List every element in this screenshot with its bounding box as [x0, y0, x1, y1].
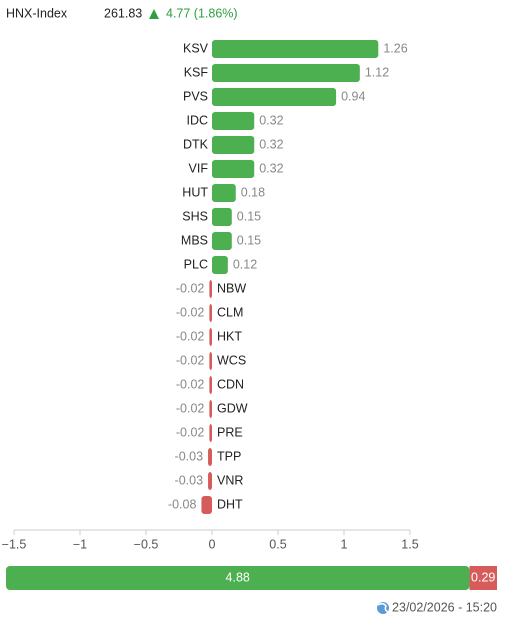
- category-label: GDW: [217, 401, 248, 415]
- category-label: DHT: [217, 497, 243, 511]
- index-name: HNX-Index: [6, 6, 68, 20]
- category-label: CLM: [217, 305, 243, 319]
- value-label: -0.03: [175, 473, 204, 487]
- x-tick-label: −1.5: [2, 537, 27, 551]
- bar: [209, 400, 212, 418]
- category-label: CDN: [217, 377, 244, 391]
- x-tick-label: −0.5: [134, 537, 159, 551]
- bar: [212, 64, 360, 82]
- index-change: 4.77 (1.86%): [166, 6, 238, 20]
- value-label: -0.08: [168, 497, 197, 511]
- value-label: -0.02: [176, 305, 205, 319]
- category-label: WCS: [217, 353, 246, 367]
- category-label: NBW: [217, 281, 246, 295]
- summary-segment: [469, 566, 497, 590]
- category-label: PRE: [217, 425, 243, 439]
- category-label: VNR: [217, 473, 243, 487]
- category-label: SHS: [182, 209, 208, 223]
- category-label: HUT: [182, 185, 208, 199]
- bar: [209, 376, 212, 394]
- timestamp-group: 23/02/2026 - 15:20: [377, 600, 497, 614]
- globe-detail: [377, 602, 389, 613]
- bar: [209, 280, 212, 298]
- bar: [212, 232, 232, 250]
- bar: [201, 496, 212, 514]
- up-arrow: [149, 9, 159, 19]
- value-label: 0.32: [259, 113, 283, 127]
- value-label: 0.32: [259, 137, 283, 151]
- bar: [212, 256, 228, 274]
- value-label: -0.02: [176, 377, 205, 391]
- bar: [209, 424, 212, 442]
- value-label: -0.02: [176, 401, 205, 415]
- x-tick-label: 1: [341, 537, 348, 551]
- category-label: TPP: [217, 449, 241, 463]
- value-label: -0.02: [176, 353, 205, 367]
- value-label: -0.02: [176, 425, 205, 439]
- category-label: KSF: [184, 65, 209, 79]
- value-label: 1.26: [383, 41, 407, 55]
- bar: [212, 184, 236, 202]
- value-label: 1.12: [365, 65, 389, 79]
- bar: [212, 112, 255, 130]
- category-label: PLC: [184, 257, 208, 271]
- bar: [208, 448, 212, 466]
- value-label: 0.18: [241, 185, 265, 199]
- value-label: 0.15: [237, 209, 261, 223]
- bar: [212, 136, 255, 154]
- bar: [212, 208, 232, 226]
- value-label: -0.03: [175, 449, 204, 463]
- value-label: 0.15: [237, 233, 261, 247]
- bar: [208, 472, 212, 490]
- x-tick-label: 0: [209, 537, 216, 551]
- bar: [209, 304, 212, 322]
- category-label: PVS: [183, 89, 208, 103]
- summary-segment: [6, 566, 470, 590]
- summary-label: 4.88: [226, 570, 250, 584]
- value-label: 0.94: [341, 89, 365, 103]
- bar: [209, 328, 212, 346]
- summary-label: 0.29: [471, 570, 495, 584]
- category-label: MBS: [181, 233, 208, 247]
- bar: [212, 160, 255, 178]
- value-label: 0.32: [259, 161, 283, 175]
- x-tick-label: −1: [73, 537, 87, 551]
- value-label: -0.02: [176, 329, 205, 343]
- category-label: KSV: [183, 41, 209, 55]
- category-label: DTK: [183, 137, 209, 151]
- x-tick-label: 1.5: [401, 537, 418, 551]
- category-label: IDC: [186, 113, 208, 127]
- value-label: -0.02: [176, 281, 205, 295]
- value-label: 0.12: [233, 257, 257, 271]
- bar: [209, 352, 212, 370]
- bar: [212, 88, 337, 106]
- category-label: VIF: [189, 161, 209, 175]
- timestamp: 23/02/2026 - 15:20: [392, 600, 497, 614]
- x-tick-label: 0.5: [269, 537, 286, 551]
- index-value: 261.83: [104, 6, 142, 20]
- category-label: HKT: [217, 329, 242, 343]
- bar: [212, 40, 379, 58]
